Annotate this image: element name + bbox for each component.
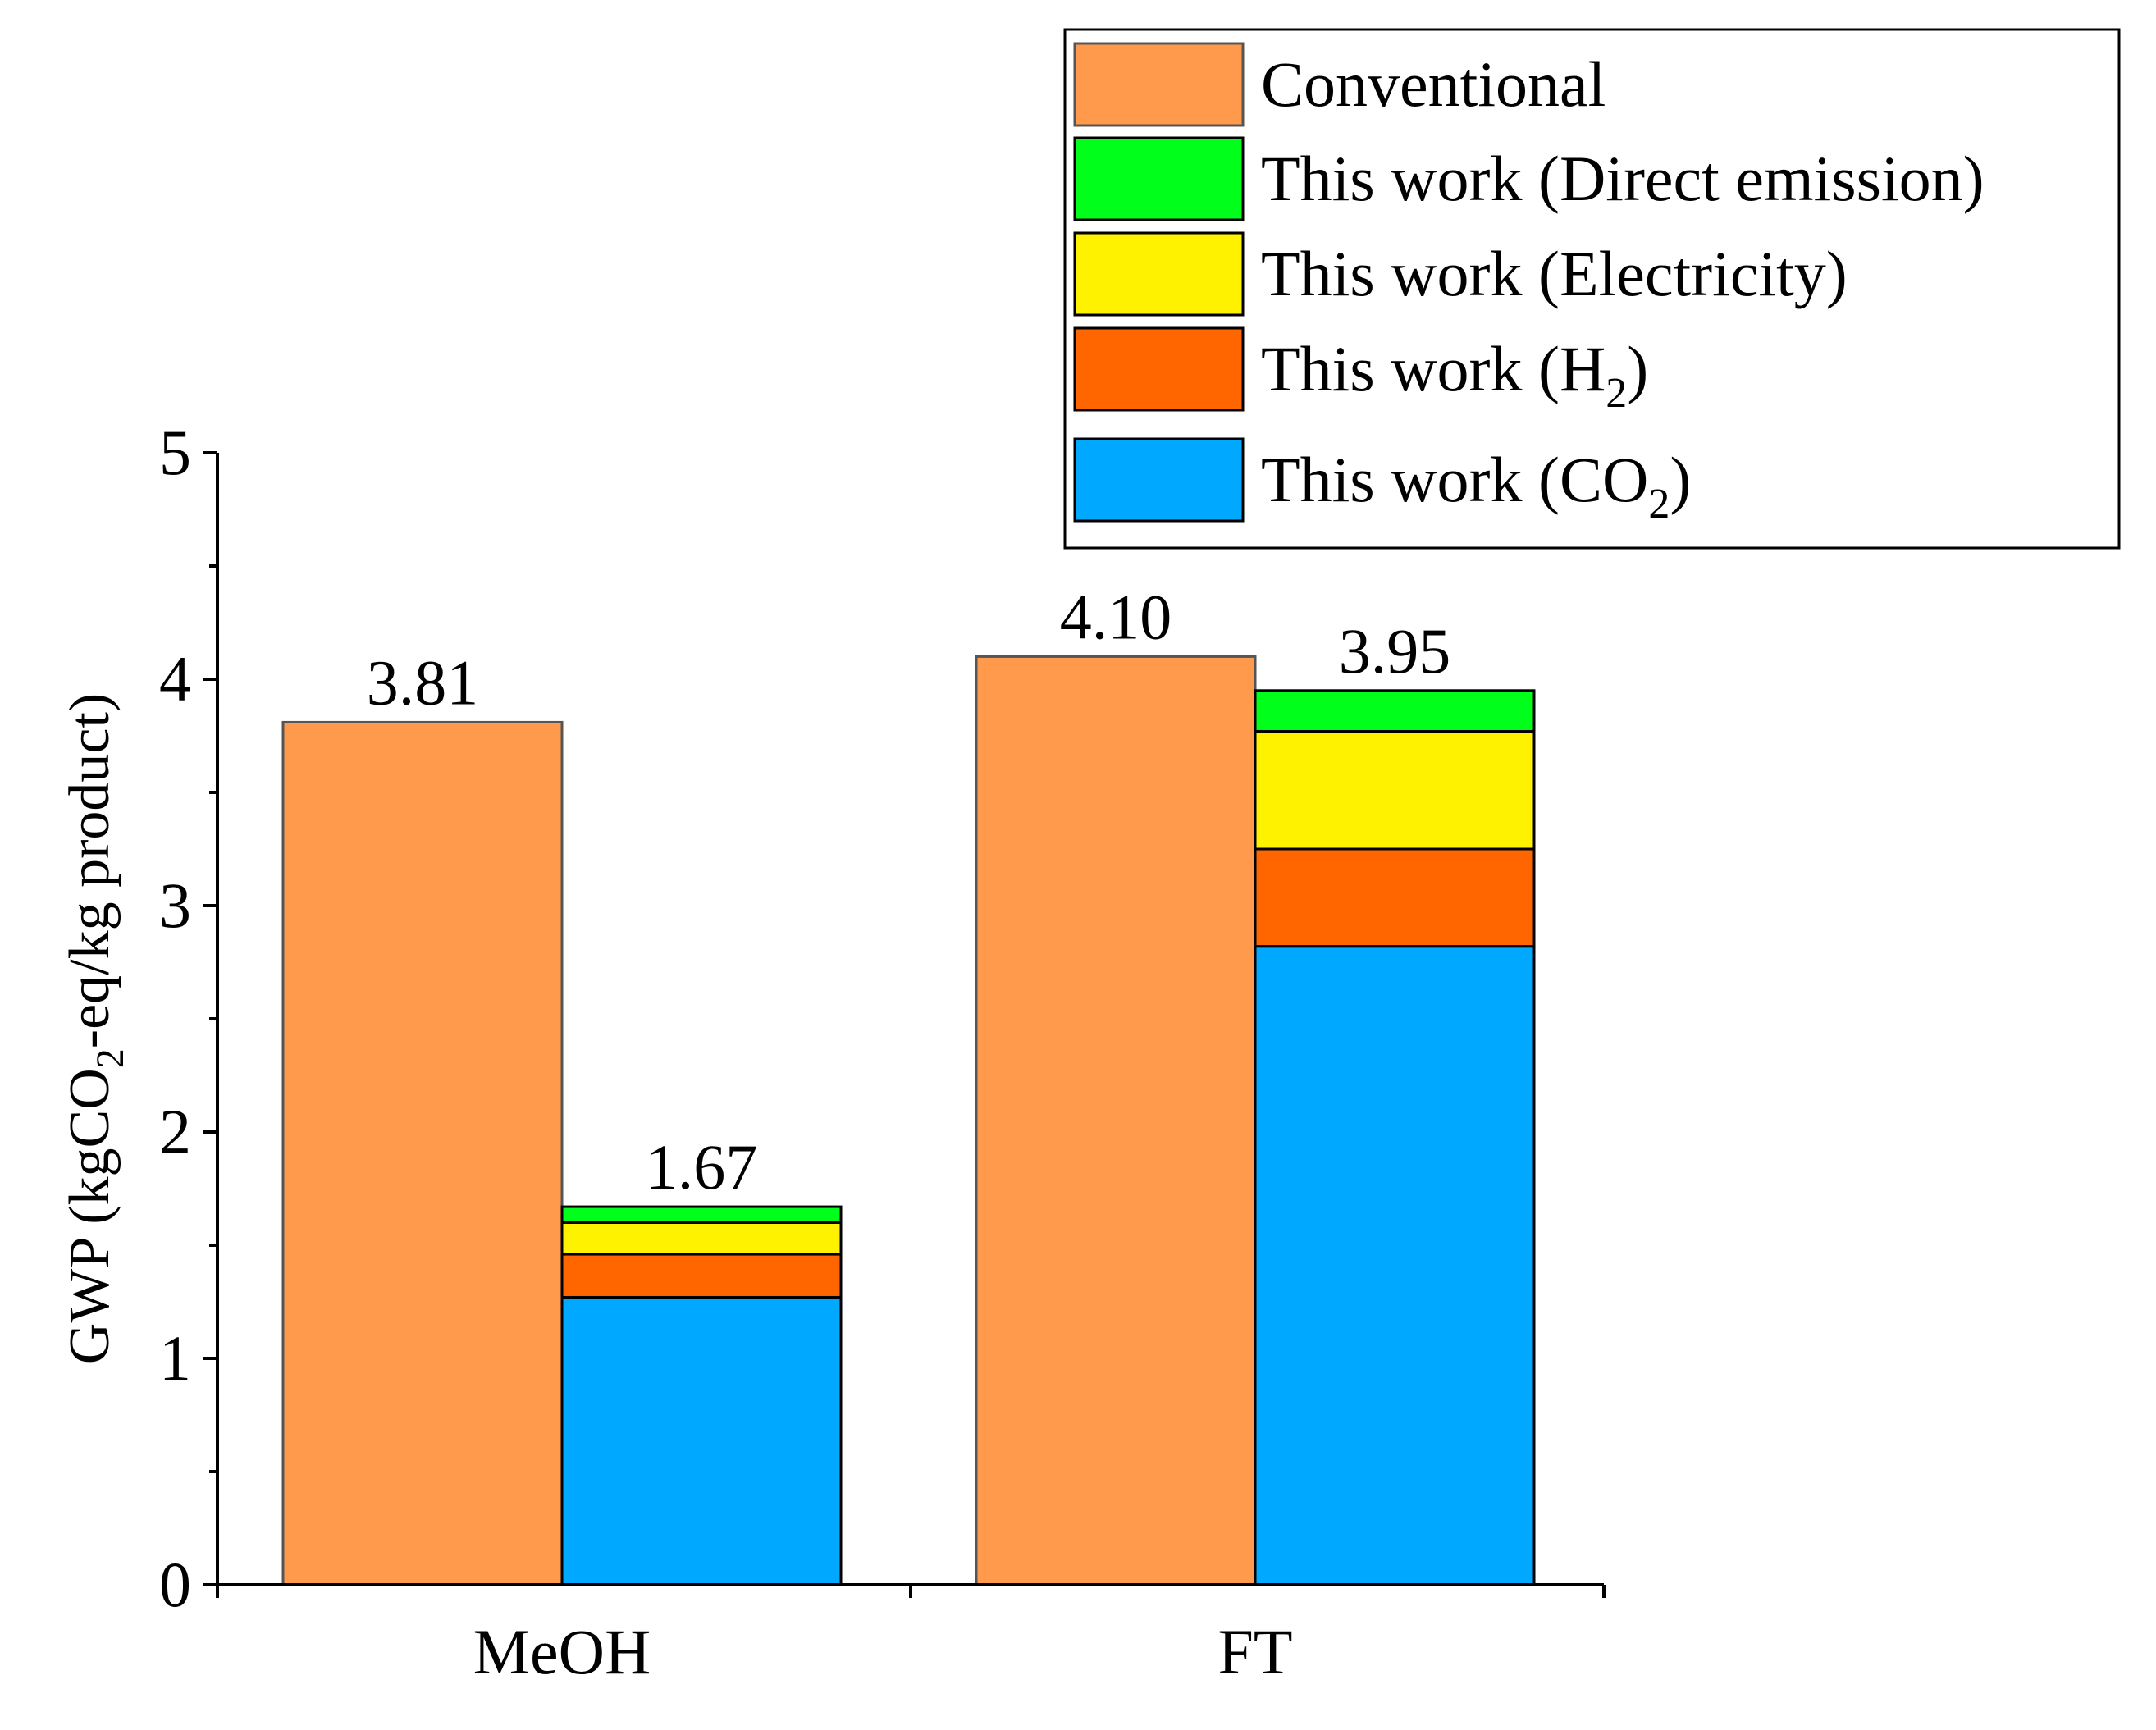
y-tick-label-4: 4	[159, 643, 191, 714]
y-axis-title: GWP (kgCO2-eq/kg product)	[58, 693, 132, 1364]
bar-ft-co2	[1254, 945, 1536, 1586]
legend-swatch-h2	[1073, 326, 1245, 412]
legend-label-co2: This work (CO2)	[1261, 444, 1691, 527]
bar-meoh-h2	[560, 1253, 843, 1299]
bar-ft-electricity	[1254, 729, 1536, 851]
legend-swatch-direct	[1073, 136, 1245, 221]
category-label-meoh: MeOH	[473, 1616, 651, 1687]
data-labels-group: 3.81 1.67 4.10 3.95	[367, 581, 1451, 1203]
axes-group: 0 1 2 3 4 5 MeOH FT GWP (kgCO2-eq/kg product)	[58, 417, 1606, 1687]
y-tick-label-0: 0	[159, 1549, 191, 1620]
bar-meoh-co2	[560, 1295, 843, 1586]
bar-ft-h2	[1254, 847, 1536, 948]
bar-meoh-conventional	[281, 720, 564, 1586]
bar-ft-conventional	[975, 655, 1257, 1586]
bar-meoh-electricity	[560, 1221, 843, 1256]
total-label-meoh-this-work: 1.67	[646, 1131, 758, 1203]
y-tick-label-2: 2	[159, 1096, 191, 1167]
legend-swatch-electricity	[1073, 231, 1245, 317]
legend-label-conventional: Conventional	[1261, 48, 1606, 120]
legend-label-direct: This work (Direct emission)	[1261, 143, 1985, 214]
legend-swatch-conventional	[1073, 42, 1245, 127]
total-label-ft-conventional: 4.10	[1060, 581, 1172, 652]
legend-swatch-co2	[1073, 437, 1245, 523]
y-tick-label-5: 5	[159, 417, 191, 488]
y-tick-label-3: 3	[159, 870, 191, 941]
total-label-ft-this-work: 3.95	[1339, 615, 1451, 687]
legend: Conventional This work (Direct emission) T…	[1063, 28, 2121, 550]
bar-ft-direct	[1254, 689, 1536, 733]
total-label-meoh-conventional: 3.81	[367, 646, 479, 718]
bars-group	[281, 655, 1536, 1586]
legend-label-electricity: This work (Electricity)	[1261, 238, 1848, 309]
legend-label-h2: This work (H2)	[1261, 333, 1648, 417]
category-label-ft: FT	[1217, 1616, 1292, 1687]
bar-meoh-direct	[560, 1205, 843, 1224]
y-tick-label-1: 1	[159, 1322, 191, 1394]
